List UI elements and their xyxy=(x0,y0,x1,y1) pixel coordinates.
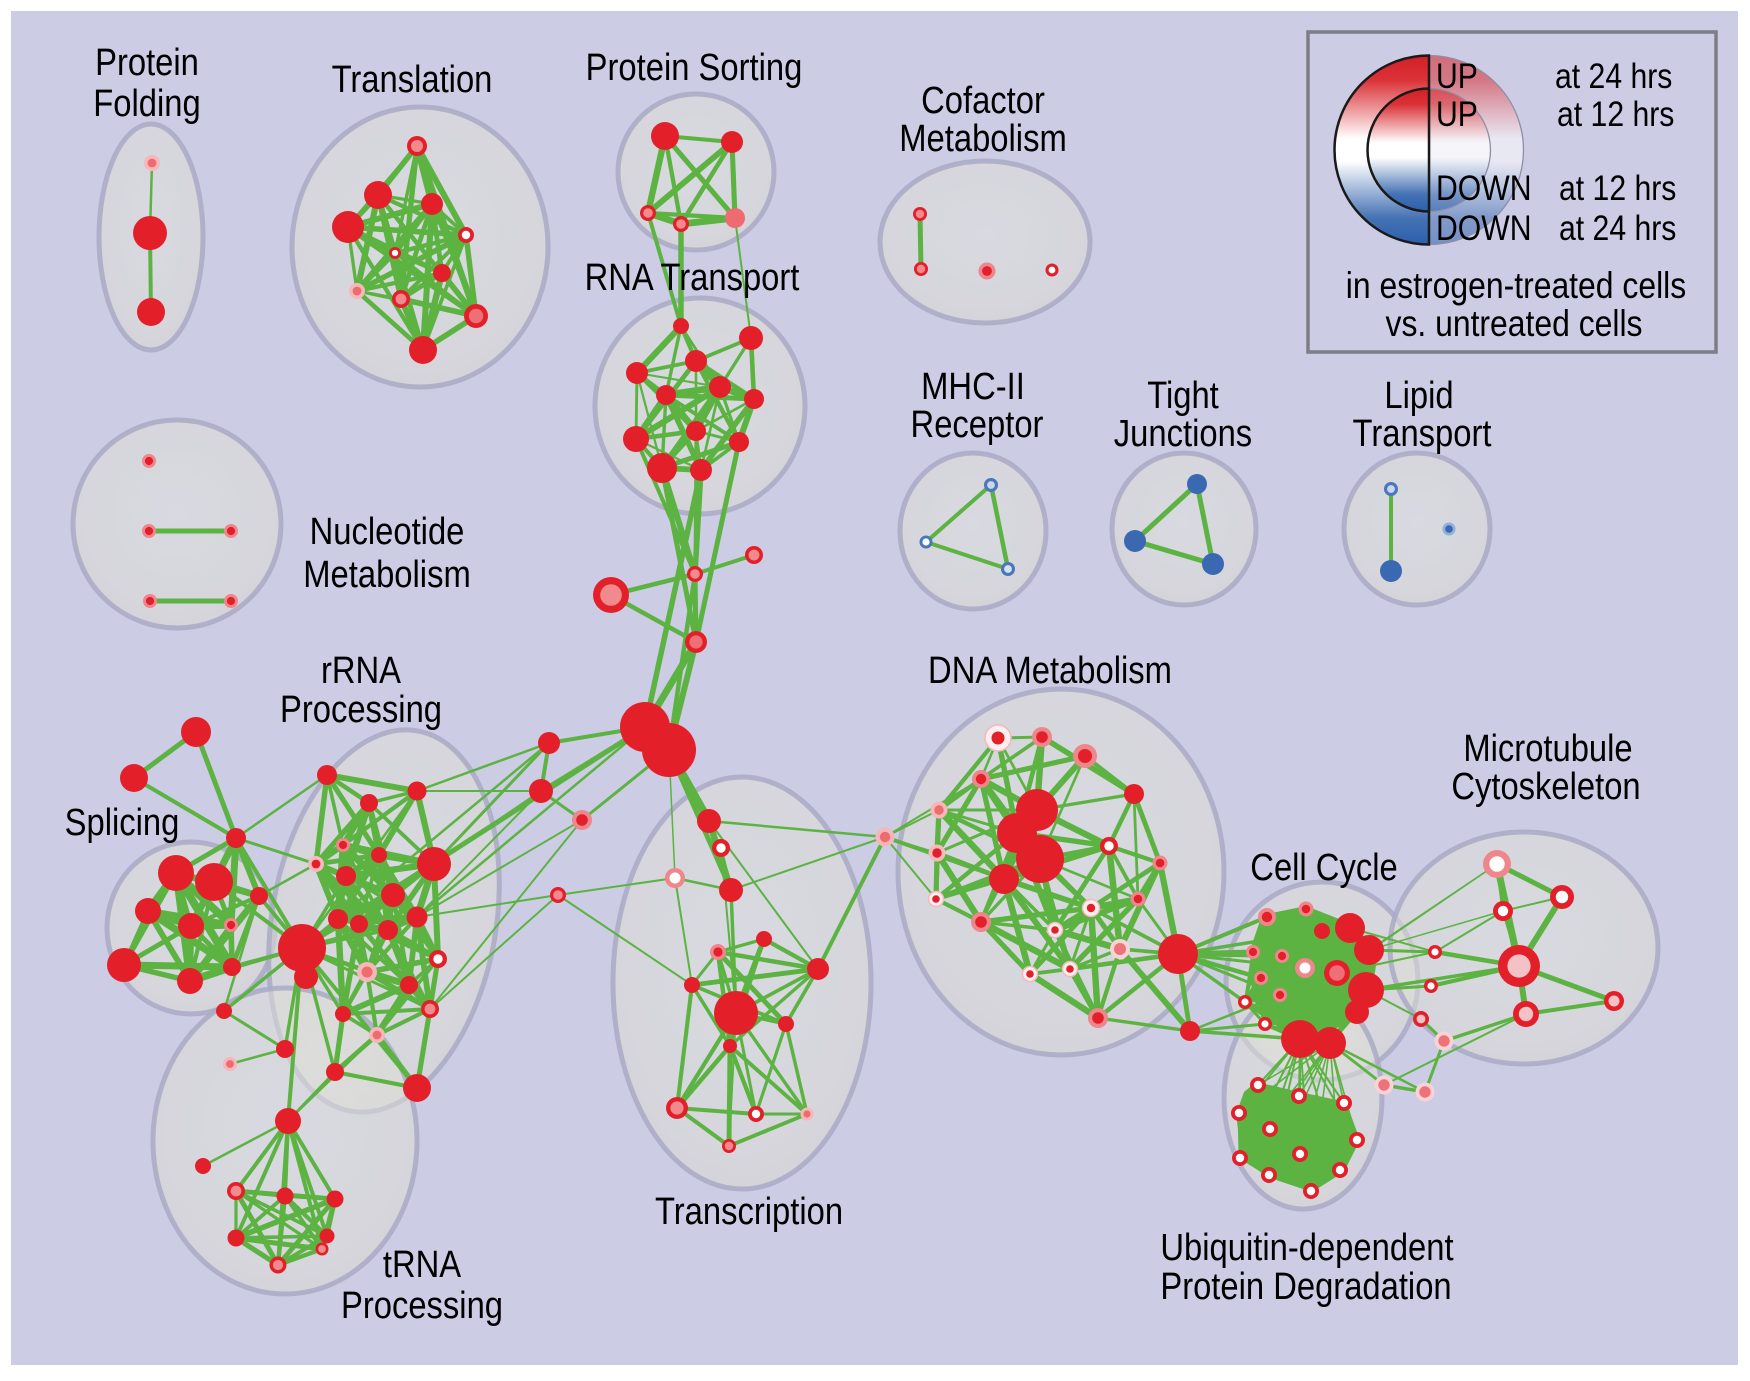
svg-text:Lipid: Lipid xyxy=(1384,375,1453,417)
svg-text:Cytoskeleton: Cytoskeleton xyxy=(1451,766,1640,808)
svg-text:Processing: Processing xyxy=(280,689,442,731)
svg-text:at 12 hrs: at 12 hrs xyxy=(1557,95,1674,134)
svg-text:Cell Cycle: Cell Cycle xyxy=(1250,847,1397,889)
svg-text:MHC-II: MHC-II xyxy=(921,366,1025,408)
svg-text:Protein Degradation: Protein Degradation xyxy=(1160,1266,1451,1308)
svg-text:vs. untreated cells: vs. untreated cells xyxy=(1386,303,1643,344)
svg-text:RNA Transport: RNA Transport xyxy=(585,257,800,299)
svg-text:DOWN: DOWN xyxy=(1436,169,1532,208)
svg-text:Ubiquitin-dependent: Ubiquitin-dependent xyxy=(1160,1227,1454,1269)
svg-text:UP: UP xyxy=(1436,57,1478,96)
svg-text:Receptor: Receptor xyxy=(911,404,1044,446)
svg-text:DOWN: DOWN xyxy=(1436,209,1532,248)
svg-text:Tight: Tight xyxy=(1147,375,1219,417)
svg-text:at 12 hrs: at 12 hrs xyxy=(1559,169,1676,208)
svg-text:at 24 hrs: at 24 hrs xyxy=(1559,209,1676,248)
svg-text:Nucleotide: Nucleotide xyxy=(310,511,465,553)
svg-text:Protein Sorting: Protein Sorting xyxy=(586,47,803,89)
svg-text:Folding: Folding xyxy=(93,83,200,125)
svg-text:Metabolism: Metabolism xyxy=(899,118,1067,160)
svg-text:Transcription: Transcription xyxy=(655,1191,843,1233)
svg-text:in estrogen-treated cells: in estrogen-treated cells xyxy=(1346,265,1686,306)
svg-text:Protein: Protein xyxy=(95,42,199,84)
svg-text:Microtubule: Microtubule xyxy=(1463,728,1632,770)
svg-text:at 24 hrs: at 24 hrs xyxy=(1555,57,1672,96)
svg-text:DNA Metabolism: DNA Metabolism xyxy=(928,650,1172,692)
svg-text:tRNA: tRNA xyxy=(383,1244,462,1286)
svg-text:rRNA: rRNA xyxy=(321,650,402,692)
svg-text:UP: UP xyxy=(1436,95,1478,134)
svg-text:Junctions: Junctions xyxy=(1114,413,1252,455)
svg-text:Splicing: Splicing xyxy=(65,802,180,844)
svg-text:Translation: Translation xyxy=(332,59,493,101)
svg-text:Processing: Processing xyxy=(341,1285,503,1327)
svg-text:Metabolism: Metabolism xyxy=(303,554,471,596)
svg-text:Transport: Transport xyxy=(1353,413,1492,455)
svg-text:Cofactor: Cofactor xyxy=(921,80,1045,122)
